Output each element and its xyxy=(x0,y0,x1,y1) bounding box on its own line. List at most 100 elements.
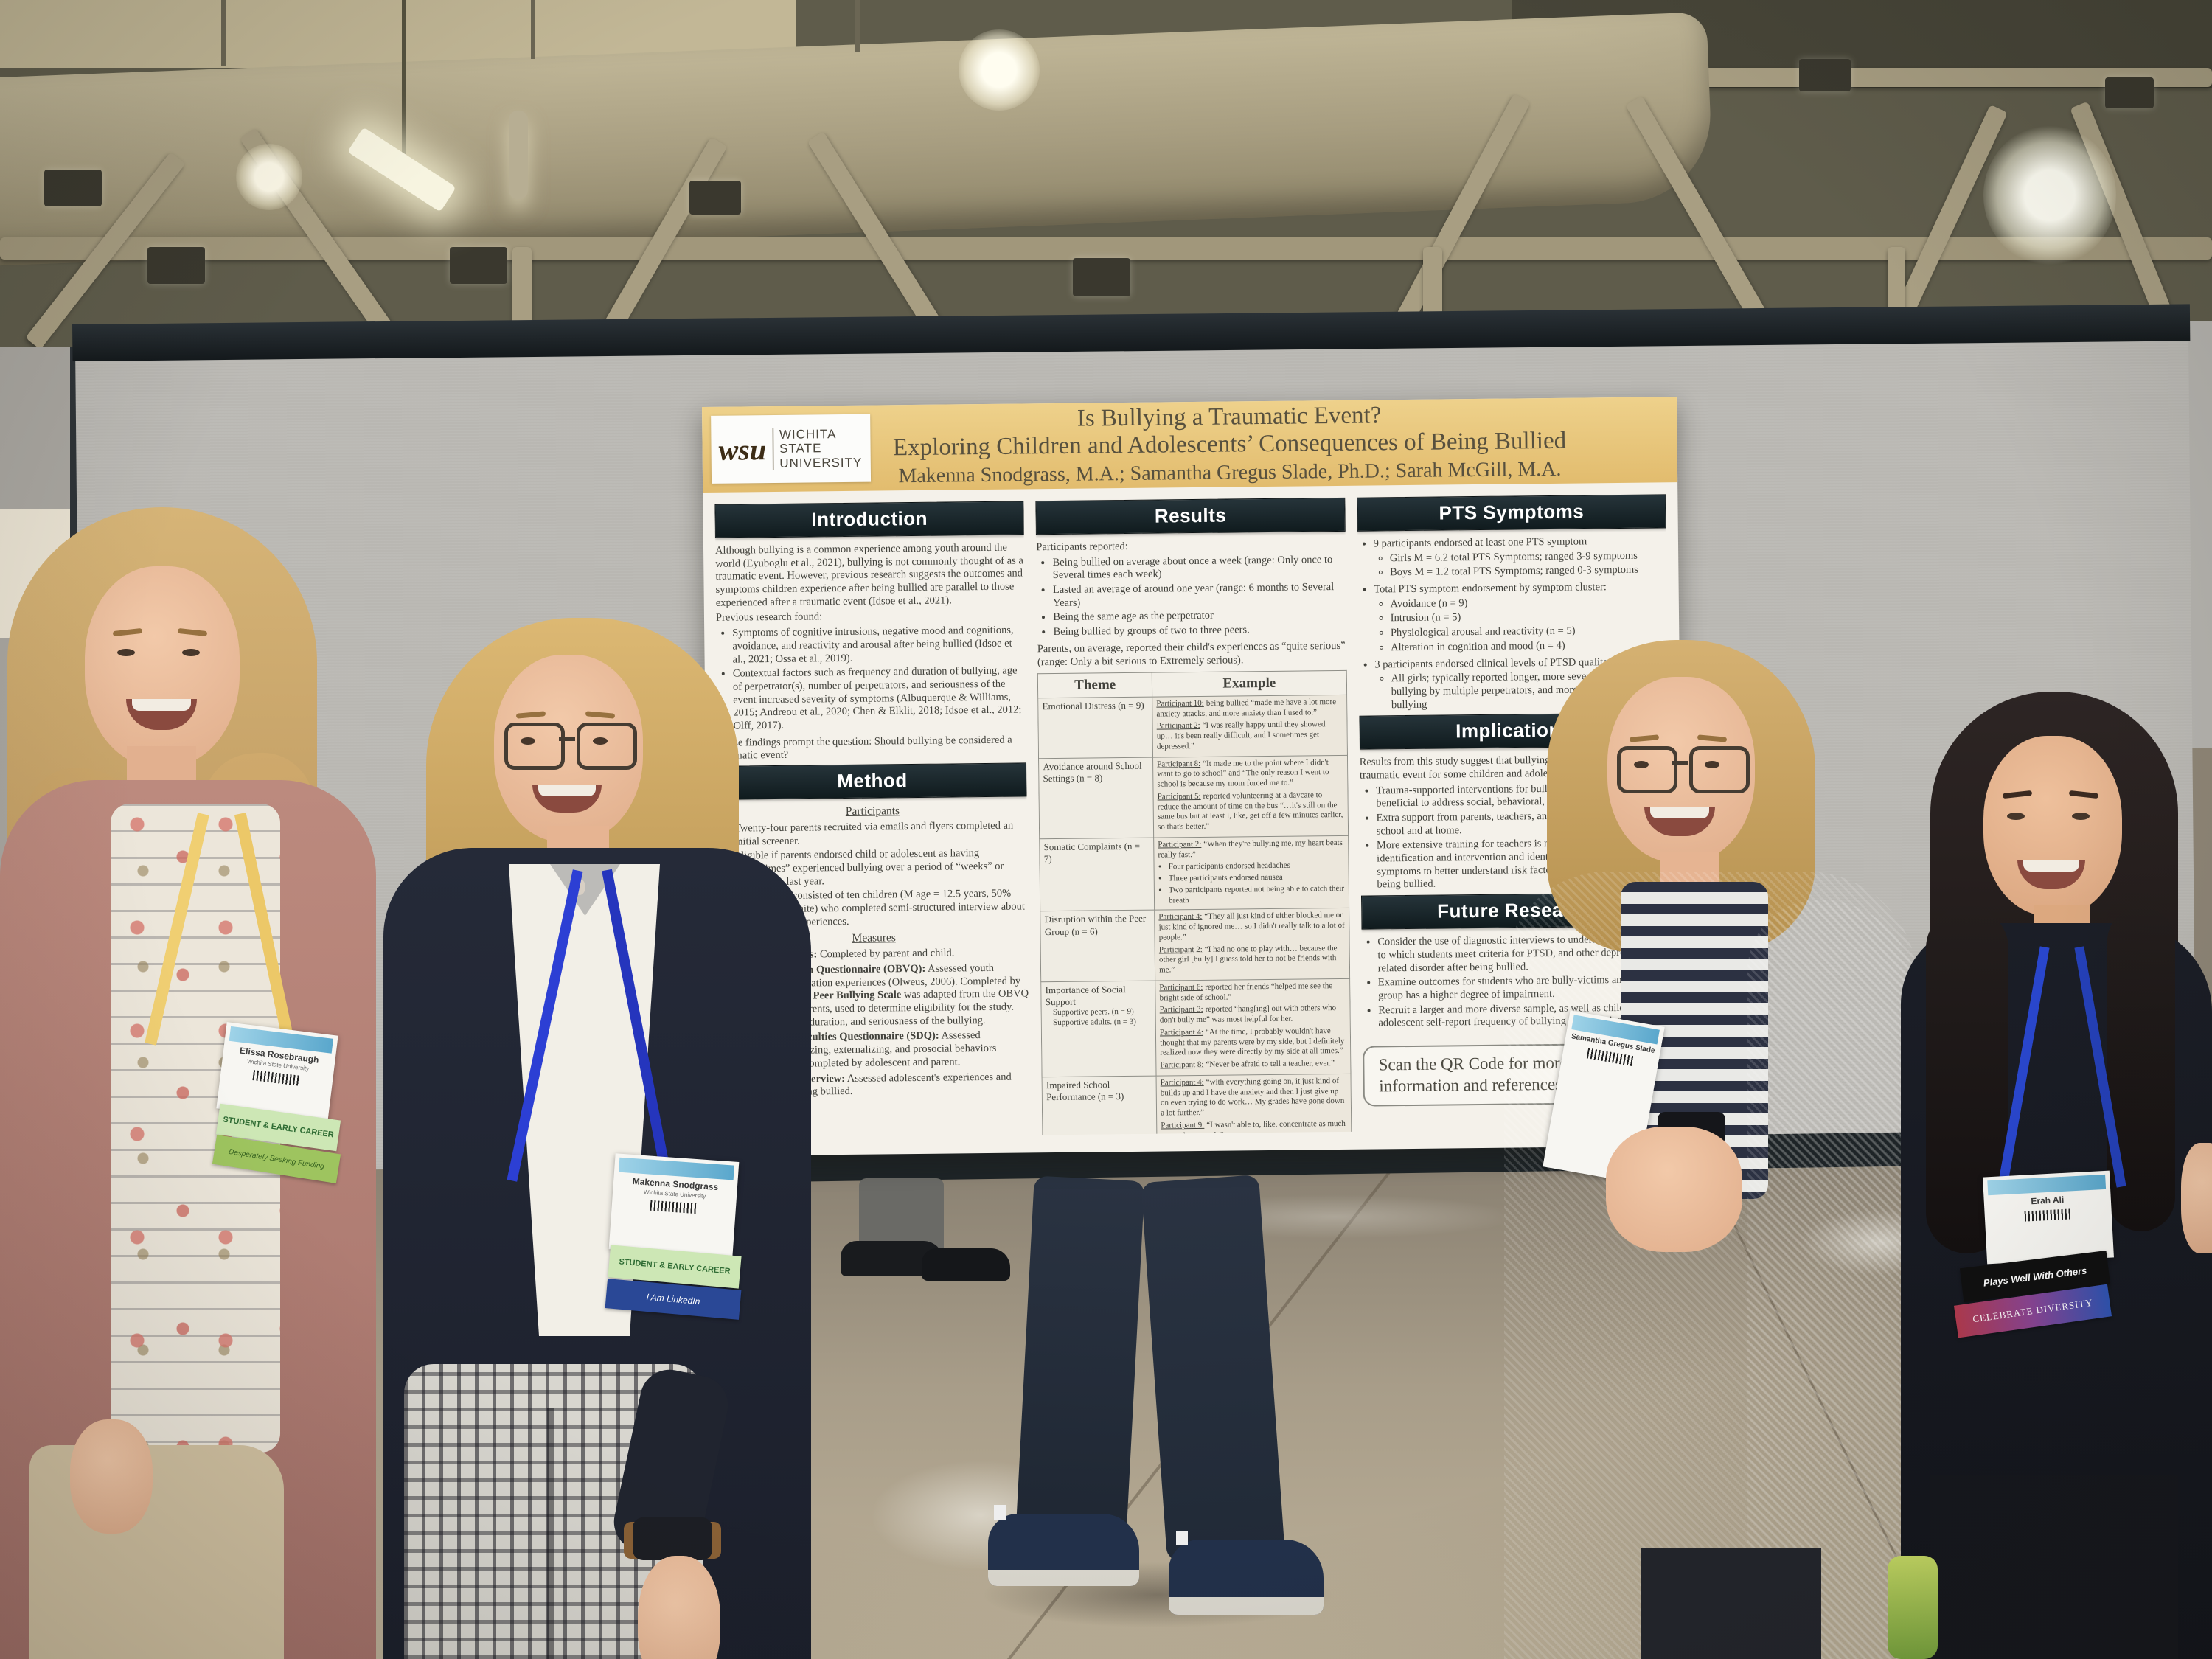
pts-item: 9 participants endorsed at least one PTS… xyxy=(1374,535,1667,580)
wsu-logo-text: WICHITA STATE UNIVERSITY xyxy=(771,426,871,471)
wsu-logo-mark: wsu xyxy=(718,432,767,467)
theme-example-table: Theme Example Emotional Distress (n = 9)… xyxy=(1037,670,1352,1135)
bullet: Being bullied by groups of two to three … xyxy=(1053,623,1346,639)
example-cell: Participant 4: “They all just kind of eit… xyxy=(1154,908,1350,981)
person-1: Elissa Rosebraugh Wichita State Universi… xyxy=(0,487,383,1659)
hand xyxy=(2181,1143,2212,1253)
table-header-example: Example xyxy=(1152,670,1347,698)
results-parents-note: Parents, on average, reported their chil… xyxy=(1037,639,1346,668)
cardigan-front-panel xyxy=(1747,900,1917,1659)
ceiling-vent xyxy=(1073,258,1130,296)
pendant-light xyxy=(509,111,528,199)
pants xyxy=(29,1445,284,1659)
jeans-leg xyxy=(1015,1175,1145,1543)
bullet: Lasted an average of around one year (ra… xyxy=(1053,581,1346,611)
sneaker-sole xyxy=(988,1570,1139,1586)
pants xyxy=(1641,1548,1821,1659)
person-2: Makenna Snodgrass Wichita State Universi… xyxy=(383,605,811,1659)
face xyxy=(494,655,643,842)
ceiling-light-glow xyxy=(1983,125,2116,265)
glasses-bridge xyxy=(1672,761,1688,765)
table-row: Disruption within the Peer Group (n = 6)… xyxy=(1040,908,1350,982)
example-cell: Participant 6: reported her friends “help… xyxy=(1155,978,1351,1077)
watch xyxy=(633,1517,712,1560)
pants xyxy=(1930,1475,2178,1659)
theme-cell: Disruption within the Peer Group (n = 6) xyxy=(1040,910,1155,982)
duct-strap xyxy=(855,0,860,52)
hand xyxy=(638,1556,720,1659)
glasses-lens xyxy=(1617,746,1677,793)
table-row: Avoidance around School Settings (n = 8)… xyxy=(1038,755,1349,839)
person-3: Samantha Gregus Slade xyxy=(1504,634,1917,1659)
sneaker-tag xyxy=(1176,1531,1188,1545)
hand xyxy=(70,1419,153,1534)
sneaker-tag xyxy=(994,1505,1006,1520)
example-cell: Participant 4: “with everything going on,… xyxy=(1156,1074,1352,1135)
jeans-leg xyxy=(1141,1175,1285,1562)
glasses-lens xyxy=(577,723,637,770)
duct-strap xyxy=(531,0,535,59)
theme-cell: Emotional Distress (n = 9) xyxy=(1037,697,1153,759)
person-behind-board-legs xyxy=(841,1175,1371,1659)
theme-cell: Avoidance around School Settings (n = 8) xyxy=(1038,757,1154,839)
wsu-logo: wsu WICHITA STATE UNIVERSITY xyxy=(711,414,872,484)
sneaker-sole xyxy=(1169,1597,1324,1615)
table-row: Somatic Complaints (n = 7) Participant 2… xyxy=(1039,835,1349,912)
ceiling-light-glow xyxy=(236,144,302,210)
clasped-hands xyxy=(1606,1127,1742,1252)
results-bullets: Being bullied on average about once a we… xyxy=(1036,554,1346,640)
table-header-row: Theme Example xyxy=(1037,670,1347,698)
theme-cell: Impaired School Performance (n = 3) xyxy=(1042,1076,1158,1135)
poster-titles: Is Bullying a Traumatic Event? Exploring… xyxy=(870,399,1677,488)
badge-barcode xyxy=(252,1070,301,1086)
badge-header-strip xyxy=(1987,1174,2107,1196)
bullet: Being the same age as the perpetrator xyxy=(1053,608,1346,625)
sneaker xyxy=(988,1505,1139,1586)
face xyxy=(1983,736,2122,916)
bystander-shoe xyxy=(922,1248,1010,1281)
poster-column-center: Results Participants reported: Being bul… xyxy=(1035,495,1352,1135)
section-introduction-header: Introduction xyxy=(714,501,1025,538)
table-row: Importance of Social Support Supportive … xyxy=(1041,978,1351,1077)
theme-cell: Somatic Complaints (n = 7) xyxy=(1039,838,1155,912)
table-row: Emotional Distress (n = 9) Participant 1… xyxy=(1037,695,1348,759)
results-lead: Participants reported: xyxy=(1036,540,1128,554)
badge-barcode xyxy=(2024,1208,2073,1222)
example-cell: Participant 2: “When they're bullying me,… xyxy=(1153,835,1349,911)
sneaker xyxy=(1169,1531,1324,1615)
ceiling-vent xyxy=(1799,59,1851,91)
table-header-theme: Theme xyxy=(1037,672,1152,698)
bullet: Being bullied on average about once a we… xyxy=(1052,554,1346,583)
badge-barcode xyxy=(1586,1048,1635,1067)
ceiling-vent xyxy=(689,181,741,215)
pants-seam xyxy=(547,1408,554,1659)
face xyxy=(1607,677,1755,863)
ceiling-vent xyxy=(147,247,205,284)
ceiling-vent xyxy=(450,247,507,284)
example-cell: Participant 8: “It made me to the point w… xyxy=(1152,755,1349,838)
glasses-bridge xyxy=(559,737,575,741)
section-pts-header: PTS Symptoms xyxy=(1356,494,1666,532)
glasses-lens xyxy=(504,723,565,770)
section-results-header: Results xyxy=(1035,497,1346,535)
name-badge: Makenna Snodgrass Wichita State Universi… xyxy=(608,1153,740,1258)
table-row: Impaired School Performance (n = 3) Part… xyxy=(1042,1074,1352,1135)
ceiling-vent xyxy=(2105,77,2154,108)
badge-barcode xyxy=(650,1200,698,1214)
poster-header: wsu WICHITA STATE UNIVERSITY Is Bullying… xyxy=(702,397,1678,493)
example-cell: Participant 10: being bullied “made me ha… xyxy=(1152,695,1348,757)
ceiling-vent xyxy=(44,170,102,206)
person-4: Erah Ali Plays Well With Others CELEBRAT… xyxy=(1888,686,2212,1659)
glasses-lens xyxy=(1689,746,1750,793)
duct-strap xyxy=(221,0,226,66)
introduction-paragraph: Although bullying is a common experience… xyxy=(714,541,1023,609)
green-bag xyxy=(1888,1556,1938,1659)
theme-cell: Importance of Social Support Supportive … xyxy=(1041,981,1157,1077)
name-badge: Erah Ali xyxy=(1983,1170,2114,1265)
hanging-rod xyxy=(402,0,406,159)
ceiling xyxy=(0,0,2212,369)
truss-chord xyxy=(0,237,2212,260)
face xyxy=(85,566,240,767)
ceiling-light-glow xyxy=(959,29,1040,111)
